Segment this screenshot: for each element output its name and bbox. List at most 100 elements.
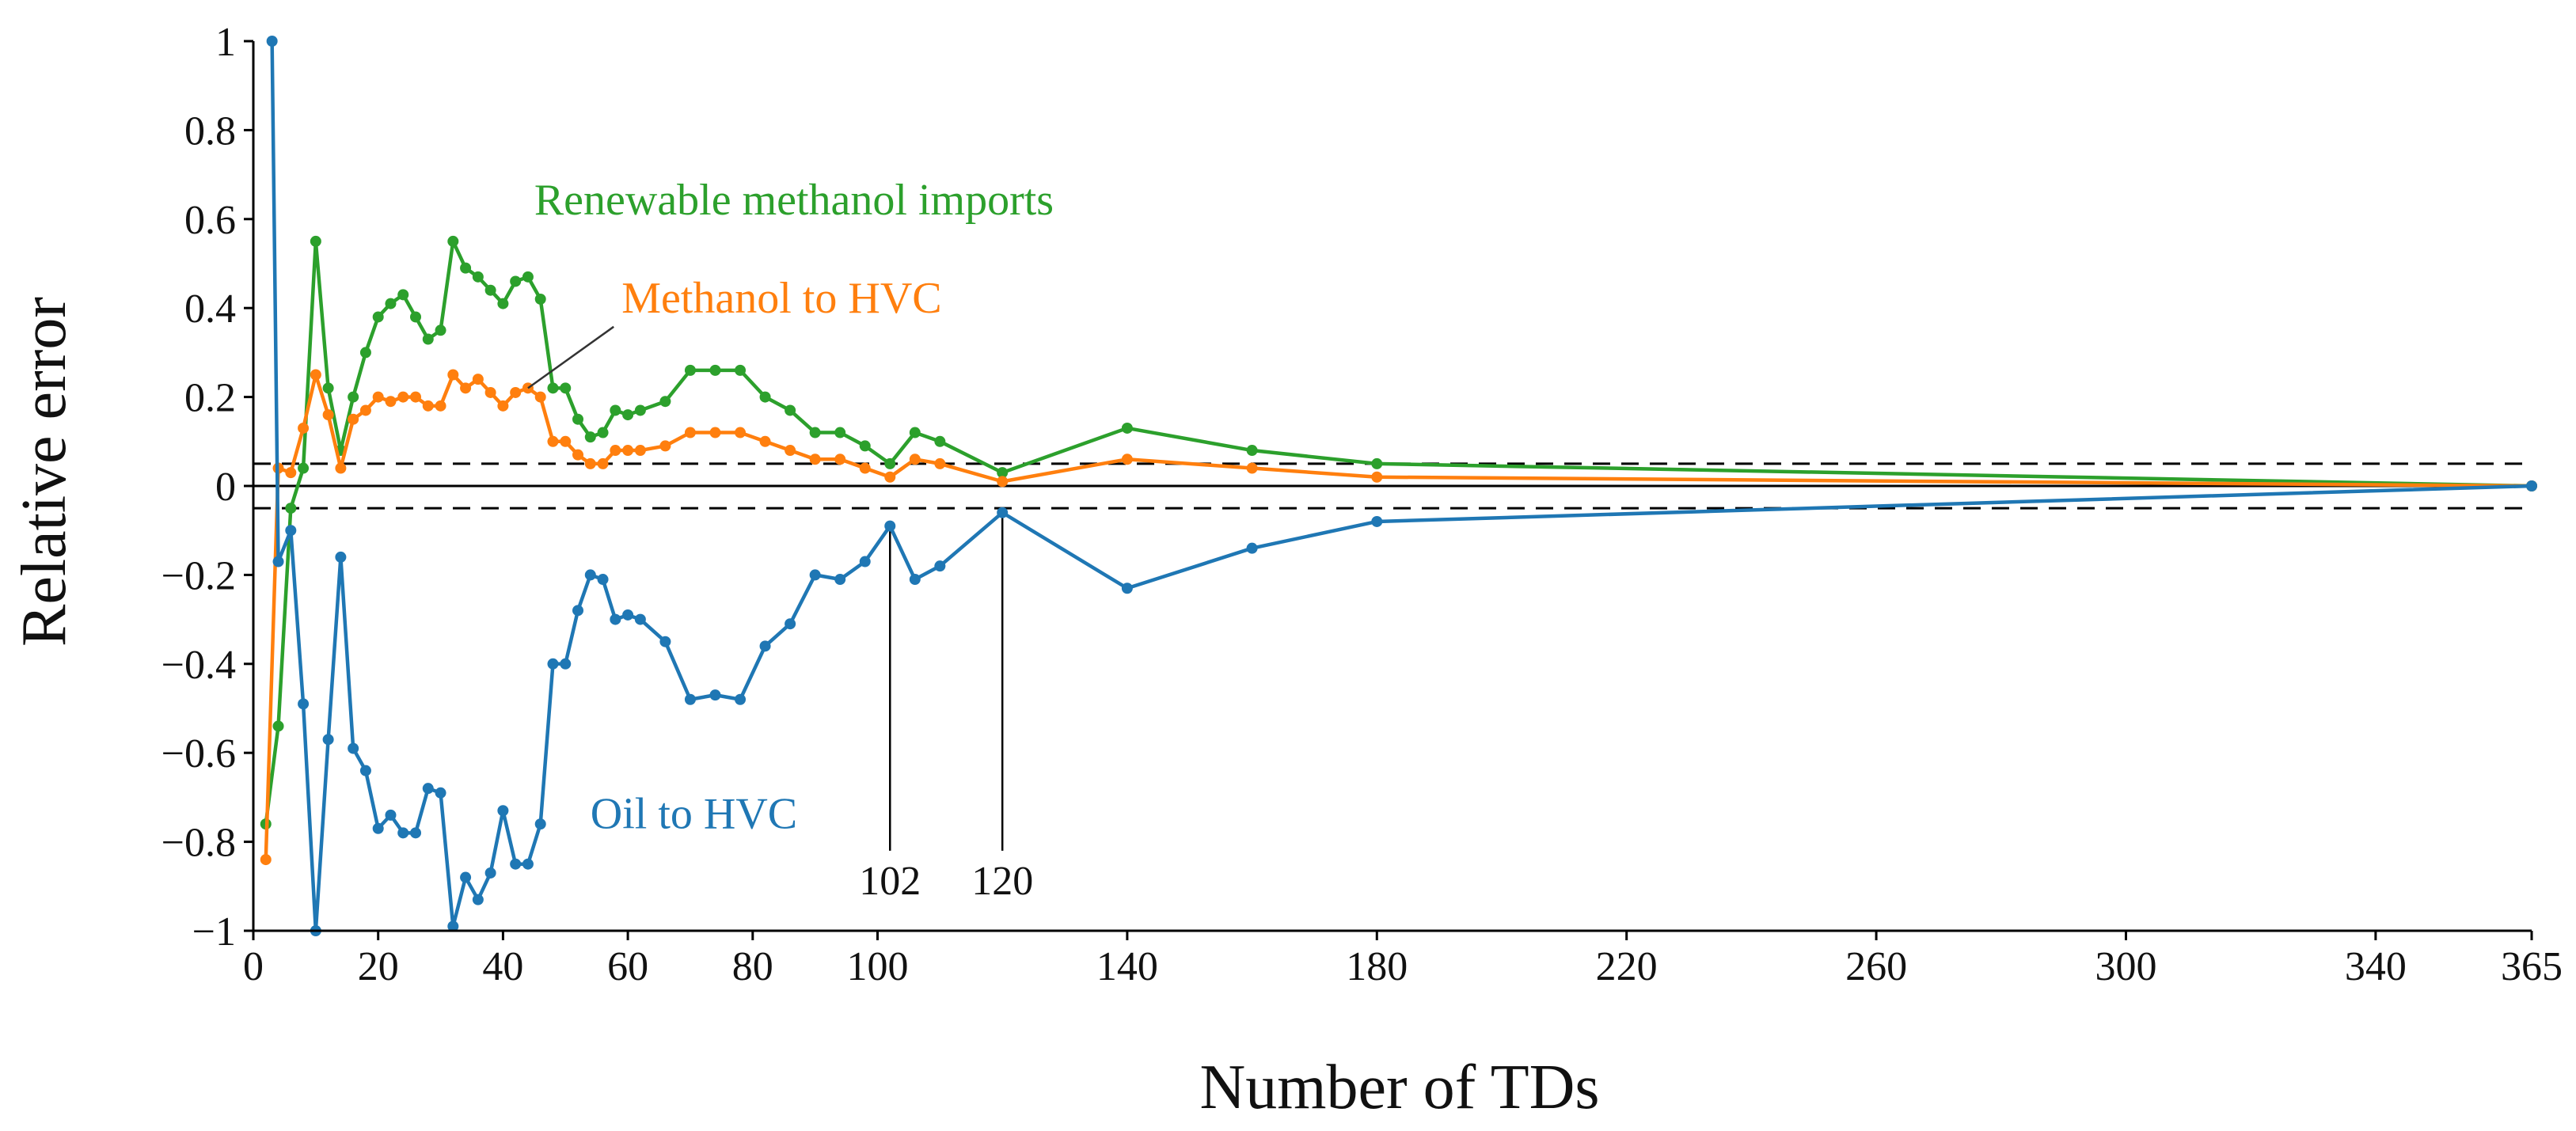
data-point-oil-to-hvc [272,556,284,567]
data-point-oil-to-hvc [1371,515,1383,527]
y-tick-label: 0.4 [184,287,236,332]
data-point-methanol-to-hvc [510,386,522,398]
data-point-renewable-methanol-imports [622,409,634,421]
data-point-methanol-to-hvc [534,391,546,403]
data-point-renewable-methanol-imports [547,382,559,394]
data-point-oil-to-hvc [385,809,397,821]
data-point-renewable-methanol-imports [460,262,472,274]
data-point-oil-to-hvc [684,693,696,705]
data-point-methanol-to-hvc [322,409,334,421]
data-point-methanol-to-hvc [260,854,272,866]
data-point-renewable-methanol-imports [298,462,310,474]
data-point-renewable-methanol-imports [610,404,621,416]
data-point-methanol-to-hvc [359,404,371,416]
x-tick-label: 0 [243,944,264,989]
data-point-renewable-methanol-imports [1121,422,1133,434]
data-point-oil-to-hvc [348,742,359,754]
data-point-renewable-methanol-imports [497,298,509,309]
data-point-oil-to-hvc [1246,542,1258,554]
data-point-methanol-to-hvc [809,454,821,465]
data-point-methanol-to-hvc [484,386,496,398]
data-point-oil-to-hvc [497,805,509,817]
data-point-renewable-methanol-imports [634,404,646,416]
data-point-renewable-methanol-imports [997,467,1009,479]
data-point-oil-to-hvc [422,783,434,795]
data-point-oil-to-hvc [547,658,559,670]
data-point-methanol-to-hvc [934,457,946,469]
x-tick-label: 260 [1845,944,1907,989]
x-tick-label: 340 [2345,944,2407,989]
data-point-oil-to-hvc [447,920,459,932]
data-point-oil-to-hvc [285,525,297,537]
data-point-oil-to-hvc [335,551,347,563]
data-point-oil-to-hvc [266,36,278,47]
y-tick-label: −0.6 [161,731,236,776]
data-point-renewable-methanol-imports [534,293,546,305]
series-lines [260,36,2537,936]
data-point-methanol-to-hvc [397,391,409,403]
x-tick-label: 140 [1096,944,1158,989]
data-point-renewable-methanol-imports [560,382,572,394]
data-point-methanol-to-hvc [435,400,446,412]
x-tick-label: 220 [1596,944,1658,989]
data-point-oil-to-hvc [659,636,671,647]
data-point-methanol-to-hvc [285,467,297,479]
data-point-oil-to-hvc [884,520,896,532]
data-point-methanol-to-hvc [634,445,646,457]
data-point-oil-to-hvc [534,818,546,830]
data-point-methanol-to-hvc [622,445,634,457]
data-point-renewable-methanol-imports [572,413,584,425]
data-point-renewable-methanol-imports [934,435,946,447]
y-tick-label: 1 [215,20,236,65]
data-point-methanol-to-hvc [348,413,359,425]
data-point-oil-to-hvc [2526,480,2537,491]
data-point-methanol-to-hvc [385,396,397,408]
reference-lines [253,462,2532,510]
data-point-renewable-methanol-imports [522,271,534,283]
data-point-methanol-to-hvc [659,440,671,452]
data-point-oil-to-hvc [359,765,371,776]
marker-label-120: 120 [971,859,1033,904]
data-point-renewable-methanol-imports [597,427,609,438]
data-point-renewable-methanol-imports [410,311,422,323]
y-tick-label: 0.8 [184,108,236,154]
data-point-methanol-to-hvc [560,435,572,447]
data-point-methanol-to-hvc [709,427,721,438]
data-point-methanol-to-hvc [1246,462,1258,474]
data-point-oil-to-hvc [510,858,522,870]
marker-label-102: 102 [859,859,921,904]
data-point-oil-to-hvc [372,822,384,834]
data-point-methanol-to-hvc [997,476,1009,488]
data-point-oil-to-hvc [410,827,422,839]
data-point-oil-to-hvc [809,569,821,581]
data-point-oil-to-hvc [834,574,846,586]
y-tick-label: −0.4 [161,643,236,688]
data-point-oil-to-hvc [1121,583,1133,594]
data-point-oil-to-hvc [484,867,496,879]
data-point-renewable-methanol-imports [435,324,446,336]
data-point-methanol-to-hvc [372,391,384,403]
data-point-renewable-methanol-imports [372,311,384,323]
data-point-renewable-methanol-imports [884,457,896,469]
data-point-methanol-to-hvc [447,369,459,381]
y-tick-label: −0.2 [161,553,236,598]
data-point-oil-to-hvc [522,858,534,870]
vertical-markers: 102 120 [859,512,1033,904]
data-point-oil-to-hvc [610,613,621,625]
data-point-renewable-methanol-imports [285,503,297,514]
y-tick-label: −1 [192,909,236,955]
data-point-oil-to-hvc [759,640,771,652]
data-point-methanol-to-hvc [298,422,310,434]
data-point-oil-to-hvc [584,569,596,581]
data-point-renewable-methanol-imports [322,382,334,394]
data-point-renewable-methanol-imports [709,364,721,376]
data-point-oil-to-hvc [397,827,409,839]
x-tick-label: 100 [846,944,908,989]
data-point-oil-to-hvc [785,618,796,630]
x-tick-label: 80 [732,944,773,989]
x-tick-label: 40 [482,944,523,989]
data-point-methanol-to-hvc [572,449,584,461]
data-point-renewable-methanol-imports [834,427,846,438]
data-point-methanol-to-hvc [472,374,484,385]
